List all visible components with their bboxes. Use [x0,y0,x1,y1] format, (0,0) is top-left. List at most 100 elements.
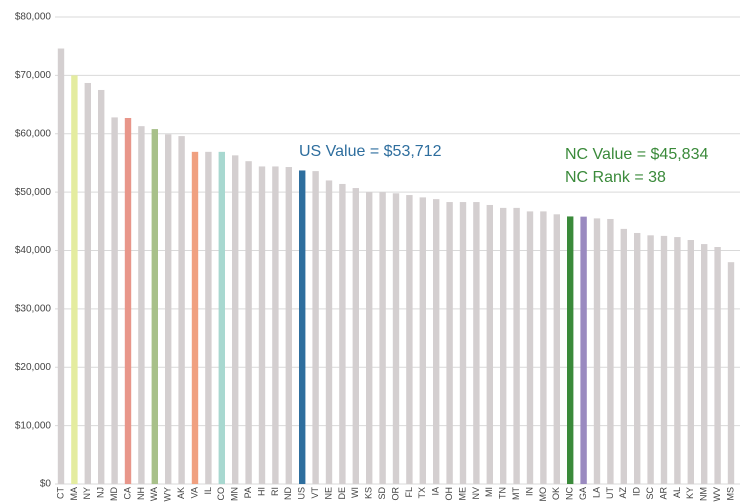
bar [379,192,386,484]
x-tick-label: DE [337,487,347,500]
bar [513,207,520,485]
bar [339,183,346,484]
x-tick-label: WI [350,487,360,498]
x-tick-label: GA [578,487,588,500]
bar [660,235,668,484]
x-tick-label: MT [511,487,521,500]
annotation: NC Value = $45,834 [565,146,708,163]
x-tick-label: VA [189,487,199,498]
bar [165,134,172,485]
x-tick-label: ID [632,486,642,496]
x-tick-label: FL [404,487,414,498]
y-tick-label: $0 [40,479,52,490]
bar [98,89,105,484]
x-tick-label: TX [417,487,427,499]
bar [325,180,333,484]
x-tick-label: NV [471,487,481,500]
bar [111,117,118,484]
bar [366,192,373,484]
x-tick-label: OK [551,487,561,500]
x-tick-label: MI [484,487,494,497]
bar [258,166,266,484]
x-tick-label: ND [283,487,293,500]
x-tick-label: OR [390,486,400,500]
bar [151,129,158,484]
bar [634,232,641,484]
bar [57,48,65,485]
x-tick-label: CT [55,487,65,499]
bar [392,193,400,485]
bar [218,151,225,484]
annotation: US Value = $53,712 [299,143,442,160]
x-tick-label: MN [230,487,240,501]
bar [312,171,319,485]
x-tick-label: LA [591,487,601,498]
bar [714,246,721,484]
x-tick-label: SC [645,487,655,500]
bar [553,214,560,484]
x-tick-label: AZ [618,487,628,499]
bar [71,75,78,484]
bar [580,216,587,484]
bar [687,239,694,484]
x-tick-label: IL [203,487,213,495]
x-tick-label: VT [310,487,320,499]
y-tick-label: $80,000 [15,12,52,23]
x-tick-label: CA [122,487,132,500]
bar [727,262,735,484]
bar [526,211,534,485]
x-tick-label: NH [136,487,146,500]
x-tick-label: NC [565,487,575,500]
x-tick-label: WA [149,487,159,501]
x-tick-label: IN [524,487,534,496]
bar [674,237,681,484]
x-tick-label: AK [176,487,186,499]
bar [620,228,627,484]
x-tick-label: SD [377,487,387,500]
bar [647,235,654,484]
bar [285,167,292,484]
y-tick-label: $70,000 [15,70,52,81]
annotation: NC Rank = 38 [565,169,666,186]
y-tick-label: $30,000 [15,304,52,315]
x-tick-label: OH [444,487,454,501]
bar [446,202,453,484]
y-tick-label: $60,000 [15,128,52,139]
bar [191,151,199,484]
bar [245,161,252,484]
x-tick-label: WY [163,487,173,502]
bar [84,82,91,485]
bar [567,216,574,484]
x-tick-label: MA [69,487,79,501]
x-tick-label: NJ [96,487,106,498]
bar [124,117,132,485]
bar [138,126,145,484]
bar [459,202,467,484]
x-tick-label: US [297,487,307,500]
y-tick-label: $40,000 [15,245,52,256]
x-tick-label: RI [270,487,280,496]
x-tick-label: KY [685,487,695,499]
bar [406,195,413,484]
y-tick-label: $10,000 [15,420,52,431]
y-tick-label: $50,000 [15,187,52,198]
bar [178,136,185,484]
x-tick-label: IA [431,487,441,496]
x-tick-label: NM [699,487,709,501]
x-tick-label: MD [109,487,119,501]
x-tick-label: MO [538,487,548,502]
bar [433,199,440,484]
x-tick-label: HI [256,487,266,496]
bar [419,197,426,484]
bar [299,170,306,484]
x-tick-label: CO [216,487,226,501]
bar [352,188,359,484]
bar [593,218,601,485]
x-tick-label: UT [605,487,615,499]
x-tick-label: TN [498,487,508,499]
x-tick-label: PA [243,487,253,498]
x-tick-label: NY [82,487,92,500]
bar [232,155,239,484]
x-tick-label: MS [725,487,735,501]
